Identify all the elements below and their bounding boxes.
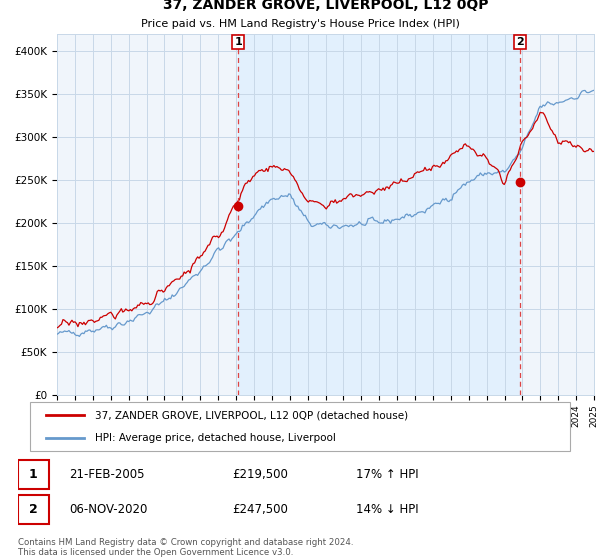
- Text: 1: 1: [29, 468, 38, 481]
- FancyBboxPatch shape: [30, 402, 570, 451]
- Text: 2: 2: [29, 503, 38, 516]
- Title: 37, ZANDER GROVE, LIVERPOOL, L12 0QP: 37, ZANDER GROVE, LIVERPOOL, L12 0QP: [163, 0, 488, 12]
- Text: £219,500: £219,500: [232, 468, 288, 481]
- FancyBboxPatch shape: [18, 494, 49, 524]
- Text: £247,500: £247,500: [232, 503, 288, 516]
- Text: HPI: Average price, detached house, Liverpool: HPI: Average price, detached house, Live…: [95, 433, 335, 444]
- Text: 37, ZANDER GROVE, LIVERPOOL, L12 0QP (detached house): 37, ZANDER GROVE, LIVERPOOL, L12 0QP (de…: [95, 410, 408, 421]
- Text: 06-NOV-2020: 06-NOV-2020: [69, 503, 147, 516]
- Text: 1: 1: [234, 37, 242, 47]
- Text: 2: 2: [516, 37, 524, 47]
- FancyBboxPatch shape: [18, 460, 49, 489]
- Text: 14% ↓ HPI: 14% ↓ HPI: [356, 503, 419, 516]
- Text: Price paid vs. HM Land Registry's House Price Index (HPI): Price paid vs. HM Land Registry's House …: [140, 18, 460, 29]
- Text: 17% ↑ HPI: 17% ↑ HPI: [356, 468, 419, 481]
- Text: 21-FEB-2005: 21-FEB-2005: [69, 468, 144, 481]
- Bar: [238, 34, 520, 395]
- Text: Contains HM Land Registry data © Crown copyright and database right 2024.
This d: Contains HM Land Registry data © Crown c…: [18, 538, 353, 557]
